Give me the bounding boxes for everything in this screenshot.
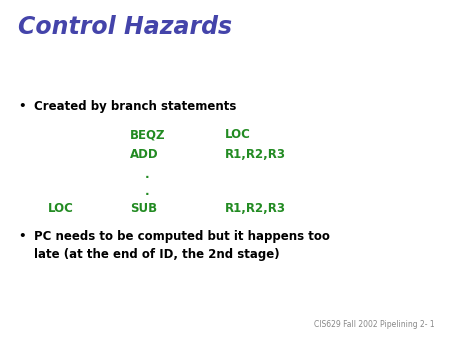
Text: LOC: LOC [225,128,251,141]
Text: BEQZ: BEQZ [130,128,166,141]
Text: ADD: ADD [130,148,158,161]
Text: R1,R2,R3: R1,R2,R3 [225,148,286,161]
Text: SUB: SUB [130,202,157,215]
Text: R1,R2,R3: R1,R2,R3 [225,202,286,215]
Text: •: • [18,230,26,243]
Text: .: . [145,168,149,181]
Text: late (at the end of ID, the 2nd stage): late (at the end of ID, the 2nd stage) [34,248,279,261]
Text: •: • [18,100,26,113]
Text: PC needs to be computed but it happens too: PC needs to be computed but it happens t… [34,230,330,243]
Text: CIS629 Fall 2002 Pipelining 2- 1: CIS629 Fall 2002 Pipelining 2- 1 [315,320,435,329]
Text: Control Hazards: Control Hazards [18,15,232,39]
Text: Created by branch statements: Created by branch statements [34,100,236,113]
Text: .: . [145,185,149,198]
Text: LOC: LOC [48,202,74,215]
